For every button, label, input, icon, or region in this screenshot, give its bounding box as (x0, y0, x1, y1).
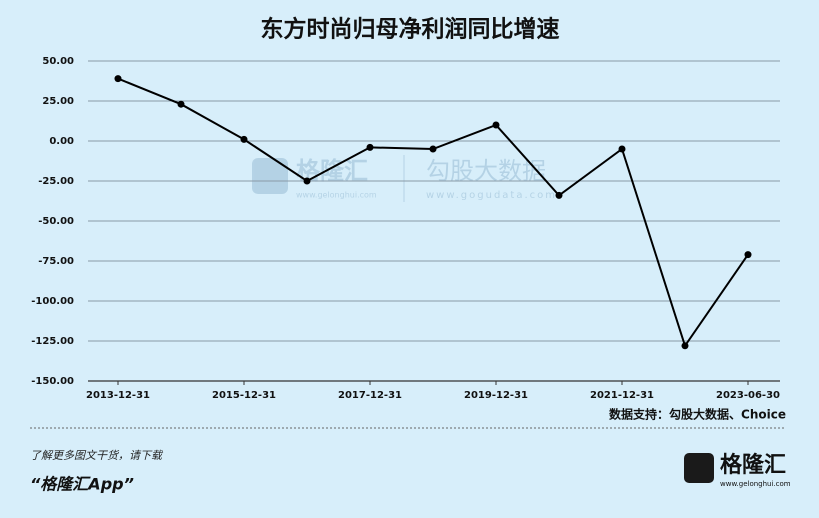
y-tick-label: -125.00 (31, 336, 74, 347)
chart-title: 东方时尚归母净利润同比增速 (261, 16, 560, 43)
watermark-partner: 勾股大数据 (426, 157, 546, 185)
watermark-icon (252, 158, 288, 194)
x-tick-label: 2013-12-31 (86, 390, 150, 401)
point (744, 251, 752, 259)
footer-app: “格隆汇App” (30, 475, 134, 494)
x-tick-label: 2023-06-30 (716, 390, 780, 401)
point (429, 145, 437, 153)
point (177, 100, 185, 108)
footer-note: 了解更多图文干货，请下载 (30, 449, 164, 462)
point (555, 191, 563, 199)
point (114, 75, 122, 83)
point (240, 135, 248, 143)
point (681, 342, 689, 350)
watermark-url: www.gogudata.com (426, 190, 557, 201)
logo-text: 格隆汇 (720, 452, 786, 478)
watermark: 格隆汇 www.gelonghui.com 勾股大数据 www.gogudata… (252, 155, 557, 202)
x-tick-label: 2019-12-31 (464, 390, 528, 401)
y-tick-label: 50.00 (42, 56, 74, 67)
y-tick-label: 0.00 (49, 136, 74, 147)
point (366, 143, 374, 151)
y-tick-label: -150.00 (31, 376, 74, 387)
point (303, 177, 311, 185)
y-tick-label: -75.00 (38, 256, 74, 267)
point (492, 121, 500, 129)
x-tick-label: 2015-12-31 (212, 390, 276, 401)
y-tick-label: 25.00 (42, 96, 74, 107)
logo-url: www.gelonghui.com (720, 480, 791, 488)
point (618, 145, 626, 153)
logo-icon (684, 453, 714, 483)
x-tick-label: 2017-12-31 (338, 390, 402, 401)
watermark-url: www.gelonghui.com (296, 191, 377, 200)
source: 数据支持：勾股大数据、Choice (609, 407, 786, 422)
line (117, 77, 749, 349)
x-tick-label: 2021-12-31 (590, 390, 654, 401)
y-tick-label: -100.00 (31, 296, 74, 307)
y-tick-label: -25.00 (38, 176, 74, 187)
y-tick-label: -50.00 (38, 216, 74, 227)
